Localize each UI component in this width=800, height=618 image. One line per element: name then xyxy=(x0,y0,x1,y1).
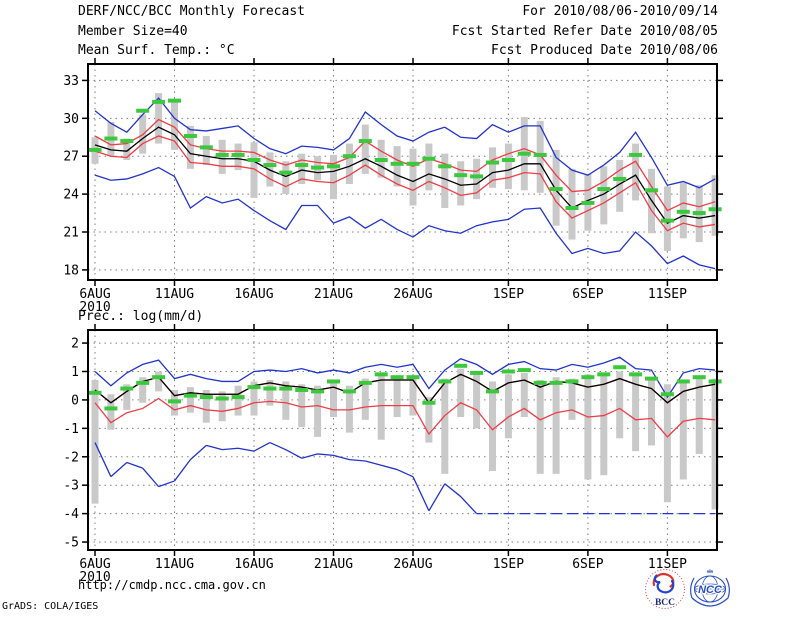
for-date-range: For 2010/08/06-2010/09/14 xyxy=(522,4,718,19)
svg-text:30: 30 xyxy=(63,112,79,127)
svg-text:16AUG: 16AUG xyxy=(234,287,273,302)
svg-text:-1: -1 xyxy=(63,422,79,437)
svg-text:11SEP: 11SEP xyxy=(648,287,687,302)
precipitation-lower-spread-line xyxy=(94,397,716,438)
svg-text:0: 0 xyxy=(71,393,79,408)
precipitation-ensemble-max-line xyxy=(94,356,716,399)
bcc-logo: BCC xyxy=(641,568,689,618)
surface-temperature-ensemble-min-line xyxy=(94,166,716,270)
temp-chart-title: Mean Surf. Temp.: °C xyxy=(78,43,235,58)
surface-temperature-spread-bars xyxy=(91,93,719,251)
member-size-label: Member Size=40 xyxy=(78,24,188,39)
svg-text:26AUG: 26AUG xyxy=(393,557,432,572)
svg-text:-2: -2 xyxy=(63,450,79,465)
ncc-logo-icon: NCC xyxy=(690,569,730,607)
ncc-logo-label: NCC xyxy=(698,584,723,596)
svg-text:21: 21 xyxy=(63,226,79,241)
svg-text:-5: -5 xyxy=(63,536,79,551)
precipitation-ensemble-min-line xyxy=(94,441,478,515)
bcc-logo-label: BCC xyxy=(655,598,675,608)
svg-text:11AUG: 11AUG xyxy=(155,557,194,572)
svg-text:16AUG: 16AUG xyxy=(234,557,273,572)
svg-text:33: 33 xyxy=(63,74,79,89)
svg-text:-3: -3 xyxy=(63,479,79,494)
svg-text:-4: -4 xyxy=(63,507,79,522)
svg-text:21AUG: 21AUG xyxy=(314,287,353,302)
svg-text:1SEP: 1SEP xyxy=(493,287,524,302)
surface-temperature-ensemble-mean-marks xyxy=(88,98,722,223)
svg-text:26AUG: 26AUG xyxy=(393,287,432,302)
svg-text:2: 2 xyxy=(71,337,79,352)
svg-text:1: 1 xyxy=(71,365,79,380)
svg-text:6SEP: 6SEP xyxy=(572,287,603,302)
fcst-refer-date: Fcst Started Refer Date 2010/08/05 xyxy=(451,24,718,39)
surface-temperature-ensemble-median-line xyxy=(94,126,716,224)
precipitation-ensemble-mean-marks xyxy=(88,363,722,411)
svg-text:21AUG: 21AUG xyxy=(314,557,353,572)
precip-chart-title: Prec.: log(mm/d) xyxy=(78,309,204,324)
bcc-swirl-blue xyxy=(653,574,675,594)
surface-temperature-panel: 18 21 24 27 30 33 6AUG 11AUG 16AUG 21AUG 26AUG 1SEP… xyxy=(63,58,723,315)
page-title: DERF/NCC/BCC Monthly Forecast xyxy=(78,4,305,19)
bcc-logo-icon: BCC xyxy=(645,569,685,609)
svg-text:1SEP: 1SEP xyxy=(493,557,524,572)
fcst-produced-date: Fcst Produced Date 2010/08/06 xyxy=(491,43,718,58)
svg-text:6SEP: 6SEP xyxy=(572,557,603,572)
svg-text:18: 18 xyxy=(63,263,79,278)
svg-text:6AUG: 6AUG xyxy=(79,557,110,572)
svg-text:2010: 2010 xyxy=(79,570,110,585)
svg-text:11SEP: 11SEP xyxy=(648,557,687,572)
svg-text:2010: 2010 xyxy=(79,300,110,315)
svg-text:6AUG: 6AUG xyxy=(79,287,110,302)
svg-text:11AUG: 11AUG xyxy=(155,287,194,302)
surface-temperature-upper-spread-line xyxy=(94,118,716,212)
grads-credit: GrADS: COLA/IGES xyxy=(2,601,99,612)
surface-temperature-ensemble-max-line xyxy=(94,97,716,189)
source-url: http://cmdp.ncc.cma.gov.cn xyxy=(78,578,266,592)
svg-text:24: 24 xyxy=(63,188,79,203)
svg-text:27: 27 xyxy=(63,150,79,165)
precipitation-spread-bars xyxy=(91,368,719,510)
ncc-logo: NCC xyxy=(687,568,733,616)
precipitation-ensemble-median-line xyxy=(94,373,716,404)
surface-temperature-lower-spread-line xyxy=(94,135,716,232)
